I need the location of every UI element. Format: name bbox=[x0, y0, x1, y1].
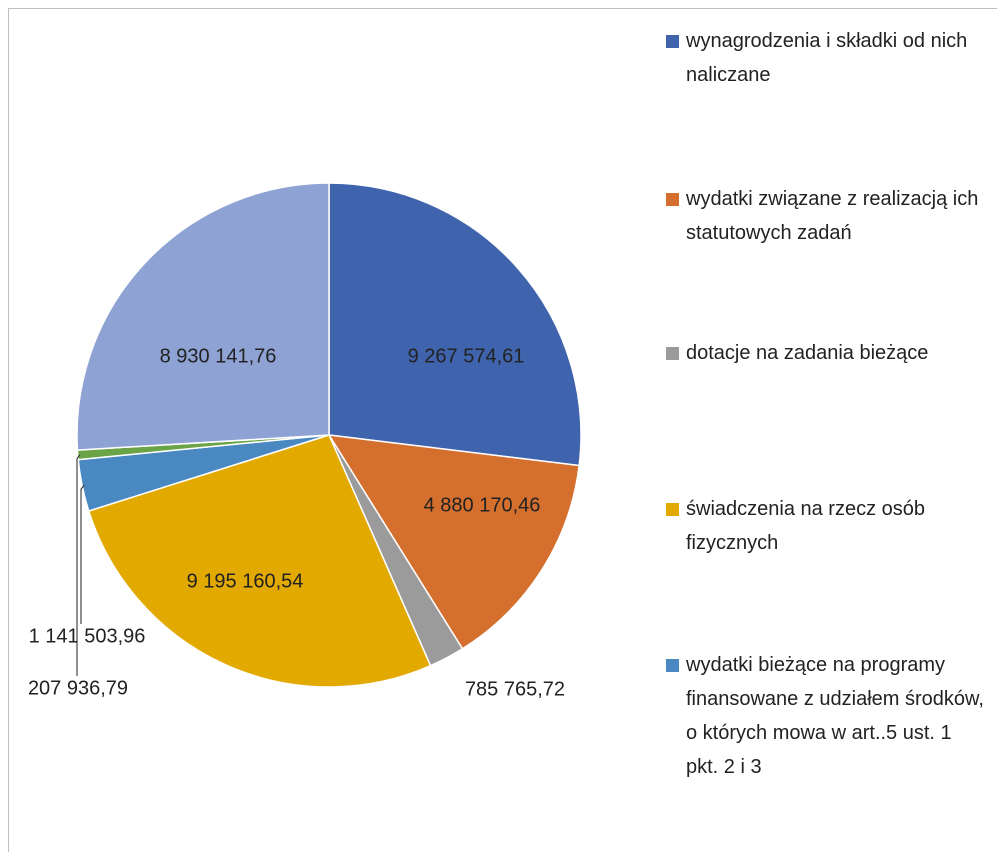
data-label: 8 930 141,76 bbox=[160, 345, 277, 367]
legend-item: dotacje na zadania bieżące bbox=[666, 336, 986, 370]
data-label: 207 936,79 bbox=[28, 677, 128, 699]
legend-swatch bbox=[666, 503, 679, 516]
legend-label: dotacje na zadania bieżące bbox=[686, 342, 929, 364]
legend-item: wynagrodzenia i składki od nich naliczan… bbox=[666, 24, 986, 92]
data-label: 1 141 503,96 bbox=[29, 625, 146, 647]
leader-line bbox=[76, 454, 81, 676]
legend-item: wydatki bieżące na programy finansowane … bbox=[666, 648, 986, 784]
data-label: 4 880 170,46 bbox=[424, 494, 541, 516]
legend-item: wydatki związane z realizacją ich statut… bbox=[666, 182, 986, 250]
legend-swatch bbox=[666, 659, 679, 672]
data-label: 785 765,72 bbox=[465, 678, 565, 700]
legend-label: wydatki bieżące na programy finansowane … bbox=[686, 654, 984, 778]
legend-label: świadczenia na rzecz osób fizycznych bbox=[686, 498, 926, 554]
legend-swatch bbox=[666, 35, 679, 48]
data-label: 9 195 160,54 bbox=[187, 570, 304, 592]
data-label: 9 267 574,61 bbox=[408, 345, 525, 367]
legend-swatch bbox=[666, 193, 679, 206]
pie-slice bbox=[76, 182, 330, 451]
pie-slice bbox=[327, 434, 580, 650]
legend-swatch bbox=[666, 347, 679, 360]
legend-item: świadczenia na rzecz osób fizycznych bbox=[666, 492, 986, 560]
legend-label: wynagrodzenia i składki od nich naliczan… bbox=[686, 30, 968, 86]
frame bbox=[8, 8, 997, 852]
pie-slice bbox=[87, 434, 432, 688]
legend-label: wydatki związane z realizacją ich statut… bbox=[686, 188, 979, 244]
pie-slice bbox=[328, 182, 582, 467]
leader-line bbox=[80, 484, 85, 624]
